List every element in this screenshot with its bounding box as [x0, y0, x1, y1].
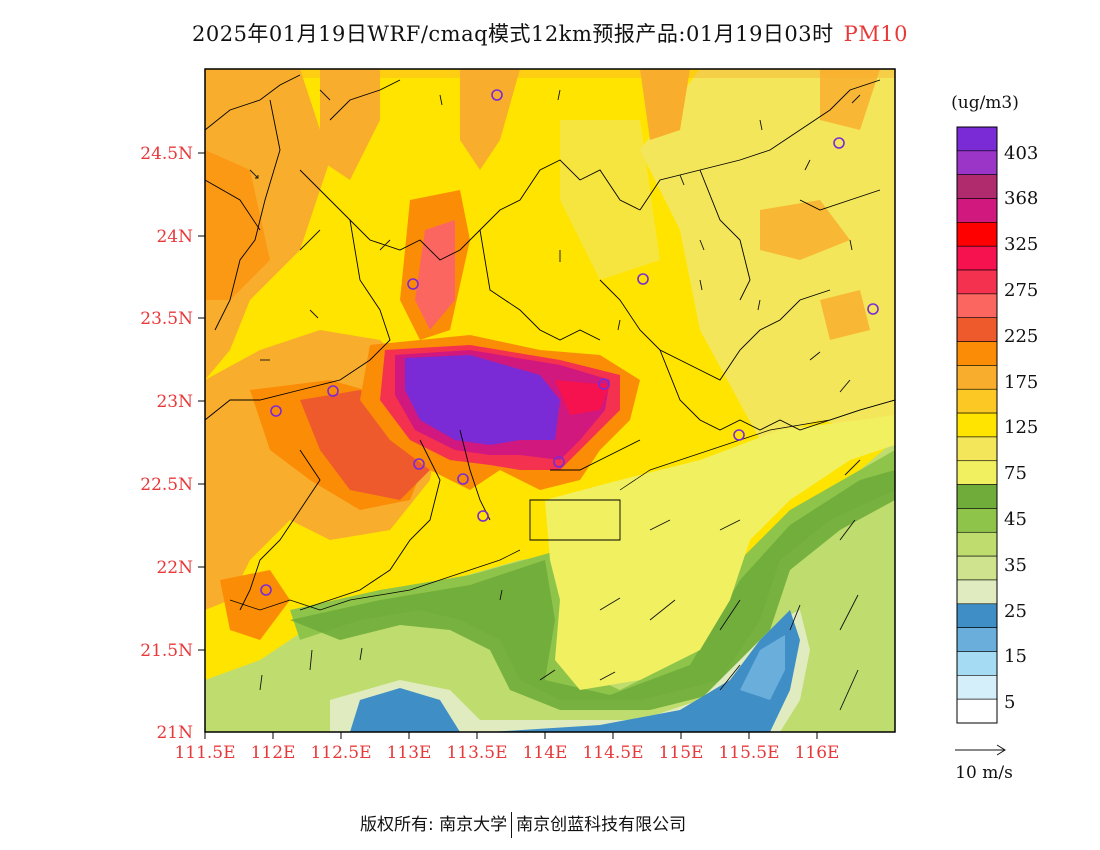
legend-swatch	[956, 126, 998, 152]
legend-swatch	[956, 508, 998, 533]
legend-label: 25	[1004, 601, 1027, 622]
legend-swatch	[956, 317, 998, 342]
legend-swatch	[956, 388, 998, 414]
lon-label: 113.5E	[446, 743, 507, 763]
legend-swatch	[956, 365, 998, 390]
legend-swatch	[956, 651, 998, 676]
legend-label: 15	[1004, 646, 1027, 667]
wind-vectors	[249, 89, 861, 711]
legend-swatch	[956, 341, 998, 366]
lat-label: 23.5N	[140, 309, 193, 329]
lat-label: 21N	[156, 723, 193, 743]
lon-label: 115.5E	[718, 743, 779, 763]
legend-swatch	[956, 460, 998, 485]
legend-swatch	[956, 269, 998, 295]
copyright-divider	[511, 812, 513, 838]
color-legend: (ug/m3) 403 368 325 275 225 175 125 75 4…	[951, 93, 1038, 783]
lat-label: 22N	[156, 558, 193, 578]
legend-swatch	[956, 412, 998, 438]
lat-axis: 24.5N 24N 23.5N 23N 22.5N 22N 21.5N 21N	[140, 144, 205, 743]
boundary-lines	[205, 74, 895, 611]
copyright: 版权所有: 南京大学 南京创蓝科技有限公司	[360, 810, 686, 838]
concentration-field	[205, 69, 895, 732]
legend-label: 325	[1004, 234, 1038, 255]
legend-swatch	[956, 245, 998, 271]
legend-unit: (ug/m3)	[951, 93, 1019, 113]
legend-label: 368	[1004, 188, 1038, 209]
legend-label: 403	[1004, 143, 1038, 164]
legend-label: 5	[1004, 692, 1015, 713]
legend-swatch	[956, 150, 998, 175]
legend-swatch	[956, 436, 998, 462]
legend-label: 35	[1004, 555, 1027, 576]
legend-label: 75	[1004, 463, 1027, 484]
pollutant-label: PM10	[843, 22, 909, 46]
legend-swatch	[956, 627, 998, 652]
legend-swatch	[956, 675, 998, 700]
legend-swatch	[956, 174, 998, 199]
legend-swatch	[956, 293, 998, 319]
legend-label: 125	[1004, 417, 1038, 438]
lon-axis: 111.5E 112E 112.5E 113E 113.5E 114E 114.…	[174, 732, 839, 763]
lat-label: 22.5N	[140, 475, 193, 495]
lat-label: 21.5N	[140, 641, 193, 661]
station-markers	[260, 89, 879, 596]
legend-swatch	[956, 531, 998, 557]
vector-label: 10 m/s	[955, 763, 1013, 783]
lon-label: 112.5E	[310, 743, 371, 763]
copyright-right: 南京创蓝科技有限公司	[516, 815, 687, 835]
legend-swatch	[956, 222, 998, 247]
copyright-left: 版权所有: 南京大学	[360, 815, 508, 835]
lon-label: 113E	[387, 743, 432, 763]
legend-swatch	[956, 603, 998, 628]
lat-label: 24.5N	[140, 144, 193, 164]
lon-label: 114E	[523, 743, 568, 763]
vector-reference: 10 m/s	[955, 744, 1013, 783]
legend-swatch	[956, 555, 998, 581]
lat-label: 24N	[156, 227, 193, 247]
lon-label: 112E	[251, 743, 296, 763]
lat-label: 23N	[156, 392, 193, 412]
legend-swatch	[956, 579, 998, 605]
map-title: 2025年01月19日WRF/cmaq模式12km预报产品:01月19日03时 P…	[0, 18, 1100, 48]
legend-label: 275	[1004, 280, 1038, 301]
legend-label: 175	[1004, 372, 1038, 393]
legend-label: 225	[1004, 326, 1038, 347]
lon-label: 116E	[795, 743, 840, 763]
lon-label: 115E	[659, 743, 704, 763]
legend-swatch	[956, 484, 998, 509]
coastline	[229, 399, 895, 611]
legend-swatch	[956, 198, 998, 223]
legend-swatch	[956, 698, 998, 724]
lon-label: 114.5E	[582, 743, 643, 763]
title-text: 2025年01月19日WRF/cmaq模式12km预报产品:01月19日03时	[191, 22, 834, 46]
legend-label: 45	[1004, 509, 1027, 530]
lon-label: 111.5E	[174, 743, 235, 763]
